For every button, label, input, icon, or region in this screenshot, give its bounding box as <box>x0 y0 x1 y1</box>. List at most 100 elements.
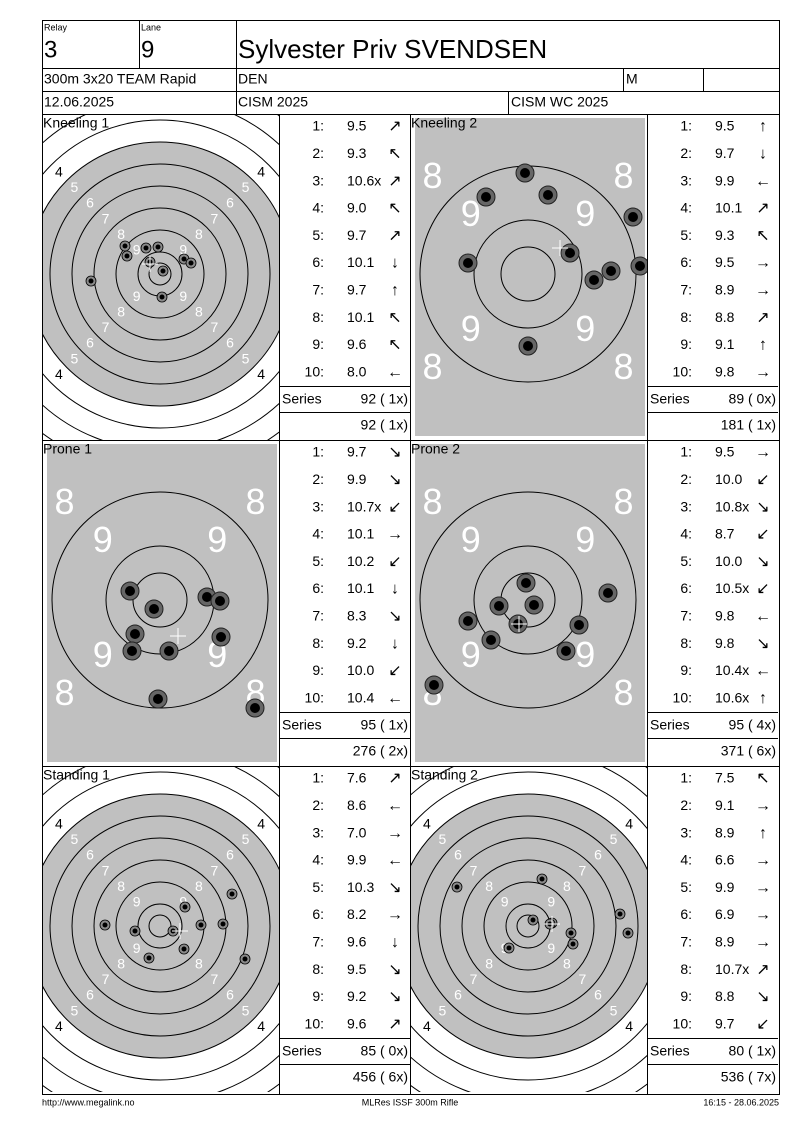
shot-number: 4: <box>680 852 692 868</box>
ring <box>43 771 279 1081</box>
shot-direction: → <box>755 934 771 951</box>
shot-direction: ↘ <box>388 989 401 1006</box>
shot-number: 9: <box>680 988 692 1004</box>
shot-hole-core <box>125 586 135 596</box>
ring <box>411 793 647 1059</box>
shot-number: 6: <box>312 906 324 922</box>
ring-label: 8 <box>563 878 571 894</box>
shot-direction: → <box>755 879 771 896</box>
shot-hole-core <box>181 256 187 262</box>
shot-value: 10.7x <box>715 961 749 977</box>
shot-number: 8: <box>312 961 324 977</box>
ring-label: 7 <box>211 319 219 335</box>
shot-hole-core <box>242 956 248 962</box>
ring-label: 5 <box>439 1002 447 1018</box>
shot-number: 4: <box>312 200 324 216</box>
shot-direction: ← <box>755 173 771 190</box>
shot-hole-core <box>520 168 530 178</box>
shot-value: 10.4x <box>715 662 749 678</box>
shot-value: 9.3 <box>347 145 367 161</box>
ring-label: 9 <box>575 308 595 349</box>
shot-value: 9.8 <box>715 363 735 379</box>
shot-value: 9.7 <box>347 282 367 298</box>
footer-left: http://www.megalink.no <box>42 1097 135 1107</box>
shot-value: 9.6 <box>347 934 367 950</box>
date: 12.06.2025 <box>44 94 114 110</box>
ring-label: 6 <box>86 195 94 211</box>
ring-label: 7 <box>470 862 478 878</box>
shot-direction: ↑ <box>759 118 767 135</box>
series-label: Series <box>282 391 322 407</box>
shot-direction: ↗ <box>388 1016 401 1033</box>
shot-number: 6: <box>680 580 692 596</box>
running-total: 181 ( 1x) <box>721 417 776 433</box>
ring <box>43 141 279 407</box>
shot-direction: ← <box>387 798 403 815</box>
ring <box>137 903 183 949</box>
shot-hole-core <box>88 278 94 284</box>
ring-label: 6 <box>86 335 94 351</box>
shot-value: 9.7 <box>715 145 735 161</box>
ring-label: 9 <box>461 634 481 675</box>
shot-value: 9.9 <box>347 852 367 868</box>
shot-number: 6: <box>680 906 692 922</box>
shot-direction: ↘ <box>388 472 401 489</box>
ring-label: 4 <box>423 1018 431 1034</box>
shot-number: 8: <box>312 635 324 651</box>
shot-direction: ↖ <box>388 337 401 354</box>
shot-direction: ↘ <box>388 879 401 896</box>
shot-direction: ↙ <box>388 499 401 516</box>
shot-number: 1: <box>312 444 324 460</box>
shot-value: 9.7 <box>347 227 367 243</box>
ring-label: 8 <box>613 481 633 522</box>
ring-label: 8 <box>117 956 125 972</box>
ring <box>71 185 249 363</box>
mean-cross <box>142 256 158 272</box>
ring <box>148 262 172 286</box>
shot-hole-core <box>574 620 584 630</box>
shot-direction: ↙ <box>388 553 401 570</box>
ring <box>473 545 583 655</box>
ring-label: 8 <box>485 956 493 972</box>
shot-number: 1: <box>312 118 324 134</box>
shot-value: 10.1 <box>347 580 374 596</box>
shot-value: 10.3 <box>347 879 374 895</box>
ring-label: 6 <box>226 847 234 863</box>
shot-hole-core <box>215 596 225 606</box>
ring <box>419 491 637 709</box>
ring <box>516 914 540 938</box>
series-score: 80 ( 1x) <box>729 1043 776 1059</box>
mean-cross <box>172 923 188 939</box>
shot-value: 9.9 <box>715 879 735 895</box>
shot-direction: ↘ <box>756 499 769 516</box>
series-score: 95 ( 4x) <box>729 717 776 733</box>
shot-direction: → <box>755 907 771 924</box>
shot-value: 6.6 <box>715 852 735 868</box>
ring <box>500 246 556 302</box>
ring-label: 8 <box>613 155 633 196</box>
shot-direction: ↓ <box>391 255 399 272</box>
shot-value: 9.6 <box>347 1015 367 1031</box>
shot-value: 10.1 <box>347 526 374 542</box>
shot-direction: → <box>755 852 771 869</box>
ring-label: 8 <box>563 956 571 972</box>
shot-hole-core <box>155 244 161 250</box>
ring-label: 7 <box>102 319 110 335</box>
shot-number: 9: <box>312 336 324 352</box>
shot-hole-core <box>130 629 140 639</box>
shot-number: 9: <box>680 336 692 352</box>
series-score: 92 ( 1x) <box>361 391 408 407</box>
shot-hole-core <box>202 592 212 602</box>
shot-number: 1: <box>680 444 692 460</box>
shot-value: 9.2 <box>347 988 367 1004</box>
running-total: 92 ( 1x) <box>361 417 408 433</box>
shot-value: 9.7 <box>347 444 367 460</box>
shooter-name: Sylvester Priv SVENDSEN <box>238 34 547 64</box>
running-total: 276 ( 2x) <box>353 743 408 759</box>
ring-label: 4 <box>257 1018 265 1034</box>
shot-value: 10.8x <box>715 498 749 514</box>
ring <box>417 815 639 1037</box>
mean-cross <box>552 240 568 256</box>
